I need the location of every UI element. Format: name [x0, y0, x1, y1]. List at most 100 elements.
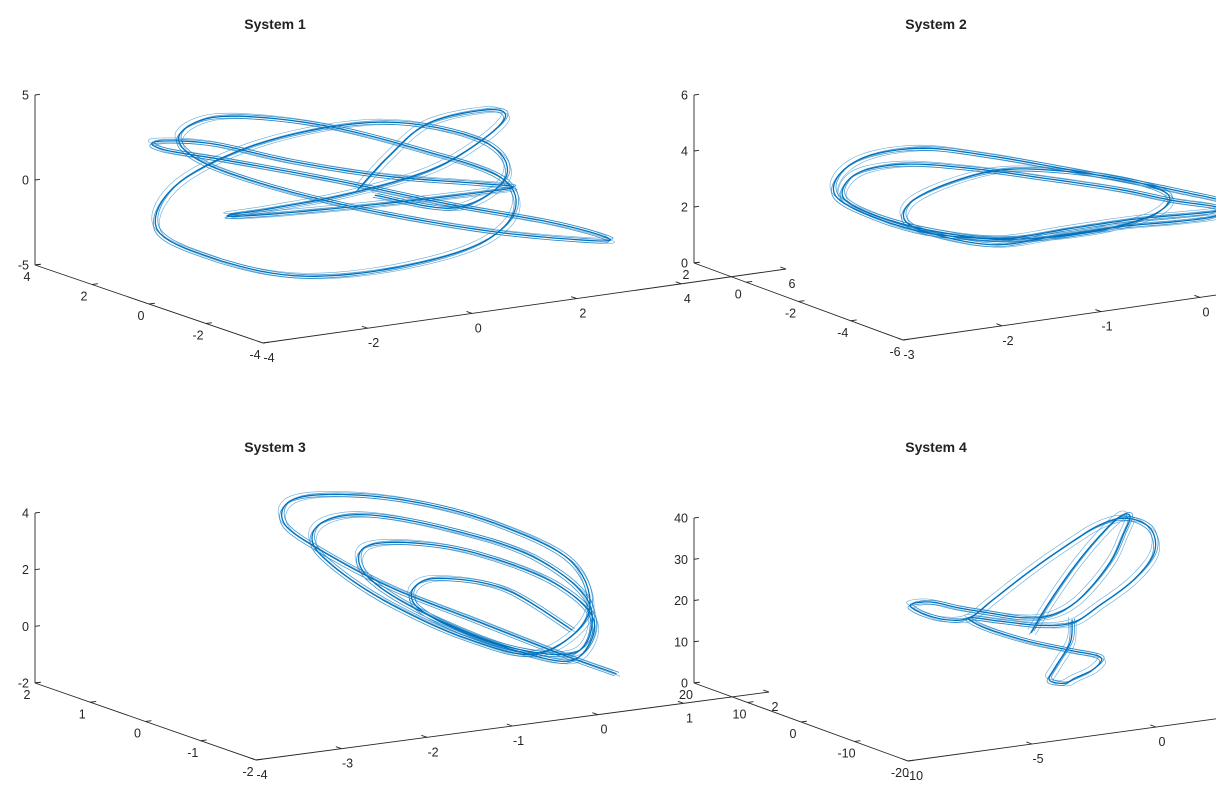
z-tick-mark — [693, 599, 700, 601]
z-tick-mark — [693, 640, 700, 643]
x-tick-label: 0 — [475, 321, 482, 335]
trajectory-strand — [277, 491, 613, 671]
x-tick-mark — [1150, 724, 1157, 728]
x-tick-mark — [675, 281, 682, 285]
y-tick-mark — [902, 338, 910, 341]
z-tick-label: 0 — [22, 620, 29, 634]
y-tick-label: -4 — [837, 326, 848, 340]
x-tick-label: 2 — [772, 700, 779, 714]
z-tick-mark — [693, 516, 700, 519]
trajectory-strand — [835, 146, 1216, 244]
y-tick-label: 10 — [733, 708, 747, 722]
x-tick-mark — [677, 700, 684, 704]
y-tick-mark — [91, 283, 99, 285]
y-tick-mark — [262, 341, 270, 344]
y-tick-mark — [907, 759, 915, 762]
y-tick-mark — [850, 319, 857, 322]
y-tick-mark — [90, 701, 97, 703]
z-tick-mark — [34, 93, 41, 96]
x-tick-mark — [592, 712, 599, 716]
trajectory-strand — [907, 515, 1154, 686]
chart-title: System 2 — [905, 16, 967, 32]
x-tick-label: -1 — [1101, 320, 1112, 334]
trajectory-strand — [149, 111, 609, 279]
x-tick-label: -4 — [263, 351, 274, 365]
x-tick-mark — [506, 723, 513, 727]
z-tick-label: 30 — [674, 553, 688, 567]
trajectory-strand — [153, 107, 614, 276]
y-tick-label: 0 — [790, 727, 797, 741]
y-tick-mark — [34, 263, 42, 266]
z-tick-label: -2 — [18, 677, 29, 691]
y-tick-label: 0 — [138, 309, 145, 323]
y-tick-mark — [148, 302, 156, 305]
x-tick-mark — [1194, 294, 1201, 298]
z-tick-mark — [693, 93, 700, 96]
chart-title: System 3 — [244, 439, 306, 455]
trajectory-strand — [285, 496, 621, 677]
trajectory-strand — [837, 150, 1216, 248]
y-tick-mark — [255, 758, 263, 761]
x-tick-label: -5 — [1032, 752, 1043, 766]
x-tick-label: -2 — [1002, 334, 1013, 348]
z-tick-label: 4 — [22, 507, 29, 521]
y-tick-label: -6 — [889, 345, 900, 359]
z-tick-mark — [693, 558, 700, 560]
y-tick-label: 1 — [79, 707, 86, 721]
y-tick-label: 0 — [735, 287, 742, 301]
x-tick-mark — [570, 296, 577, 300]
x-axis-line — [902, 294, 1216, 341]
x-tick-mark — [1095, 309, 1102, 313]
trajectory-line — [280, 493, 617, 675]
y-tick-mark — [205, 322, 213, 324]
y-tick-mark — [200, 739, 207, 742]
x-tick-label: 0 — [1203, 305, 1210, 319]
x-tick-mark — [250, 757, 257, 761]
y-tick-label: 2 — [683, 268, 690, 282]
z-tick-label: 5 — [22, 89, 29, 103]
x-tick-label: -2 — [368, 336, 379, 350]
x-tick-mark — [257, 340, 264, 344]
y-tick-mark — [746, 280, 753, 283]
x-tick-label: -3 — [903, 348, 914, 362]
trajectory-strand — [831, 149, 1216, 248]
trajectory-strand — [279, 496, 615, 677]
x-tick-label: -2 — [427, 745, 438, 759]
x-tick-mark — [466, 311, 473, 314]
z-tick-label: 2 — [681, 201, 688, 215]
y-tick-mark — [854, 740, 861, 742]
trajectory-line — [832, 147, 1216, 246]
chart-title: System 1 — [244, 16, 306, 32]
z-tick-label: 0 — [681, 677, 688, 691]
y-tick-label: 4 — [24, 270, 31, 284]
y-tick-label: -4 — [249, 348, 260, 362]
z-tick-label: 2 — [22, 563, 29, 577]
x-tick-mark — [902, 758, 909, 762]
chart-title: System 4 — [905, 439, 967, 455]
z-tick-label: 20 — [674, 594, 688, 608]
x-tick-label: -4 — [256, 768, 267, 782]
y-tick-label: 2 — [24, 688, 31, 702]
z-tick-label: 4 — [681, 145, 688, 159]
y-tick-label: 20 — [679, 688, 693, 702]
y-tick-mark — [747, 701, 754, 703]
x-tick-label: 4 — [684, 292, 691, 306]
x-tick-label: -1 — [513, 734, 524, 748]
y-tick-label: -2 — [785, 307, 796, 321]
subplot-system-3: System 3 -2 0 2 4 -2 -1 0 1 2 -4 -3 -2 -1 0 1 2 — [18, 439, 779, 782]
z-tick-mark — [34, 568, 41, 571]
z-tick-label: 6 — [681, 89, 688, 103]
z-tick-label: 0 — [681, 257, 688, 271]
y-tick-label: -2 — [242, 765, 253, 779]
z-tick-mark — [34, 511, 41, 514]
x-axis-line — [907, 718, 1216, 762]
z-tick-mark — [693, 205, 700, 208]
trajectory-line — [151, 108, 612, 277]
x-tick-label: -10 — [905, 769, 923, 783]
x-tick-label: 2 — [579, 307, 586, 321]
y-tick-mark — [800, 720, 808, 723]
trajectory-strand — [906, 510, 1153, 681]
